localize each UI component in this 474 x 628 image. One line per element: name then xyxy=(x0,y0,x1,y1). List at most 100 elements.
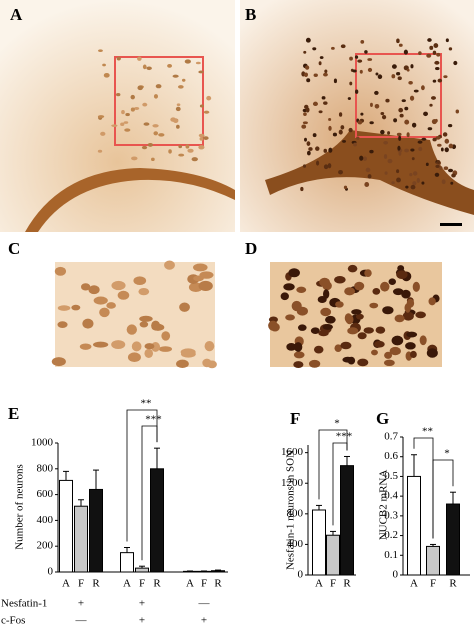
cell xyxy=(71,304,81,311)
cell xyxy=(147,142,154,147)
cell xyxy=(304,137,307,142)
cell xyxy=(133,276,147,286)
cell xyxy=(435,164,440,168)
cell xyxy=(418,51,422,56)
cell xyxy=(357,332,367,340)
cell xyxy=(338,112,343,117)
cell xyxy=(432,137,437,142)
cell xyxy=(111,280,126,291)
cell xyxy=(364,181,370,188)
cell xyxy=(315,146,320,151)
cell xyxy=(116,56,121,61)
cell xyxy=(432,79,437,83)
cell xyxy=(388,278,396,285)
cell xyxy=(442,132,448,137)
cell xyxy=(193,263,208,272)
cell xyxy=(427,38,432,42)
tissue-edge xyxy=(25,168,235,232)
cell xyxy=(344,287,356,296)
cell xyxy=(139,321,149,328)
y-tick-label: 0.3 xyxy=(384,509,398,521)
cell xyxy=(305,107,310,113)
panel-label: B xyxy=(245,5,256,24)
cell xyxy=(323,164,329,170)
bar xyxy=(340,465,354,576)
cell xyxy=(343,185,348,190)
cell xyxy=(127,352,141,363)
cell xyxy=(436,52,441,57)
y-tick-label: 0.1 xyxy=(384,549,398,561)
cell xyxy=(357,59,363,63)
cell xyxy=(293,351,305,359)
cell xyxy=(318,330,329,337)
cell xyxy=(168,149,172,154)
cell xyxy=(308,147,313,151)
cell xyxy=(93,296,108,305)
cell xyxy=(410,184,416,190)
cell xyxy=(437,78,443,83)
cell xyxy=(155,84,162,89)
bar xyxy=(150,468,164,573)
cell xyxy=(111,124,118,127)
x-tick-label: F xyxy=(430,578,436,590)
panel-label: C xyxy=(8,239,20,258)
cell xyxy=(323,148,328,153)
cell xyxy=(396,132,402,137)
bar xyxy=(446,503,460,576)
cell xyxy=(307,150,311,156)
cell xyxy=(338,170,343,175)
cell xyxy=(377,74,383,80)
cell xyxy=(203,136,209,140)
cell xyxy=(99,307,110,318)
cell xyxy=(328,147,333,153)
cell xyxy=(131,156,138,161)
cell xyxy=(351,309,362,315)
cell xyxy=(445,38,449,43)
cell xyxy=(374,90,379,95)
cell xyxy=(335,301,344,308)
cell xyxy=(398,150,402,156)
bar xyxy=(426,545,440,576)
cell xyxy=(443,166,449,170)
cell xyxy=(204,340,215,352)
cell xyxy=(396,38,400,44)
cell xyxy=(401,99,406,103)
row-label: c-Fos xyxy=(1,615,25,627)
cell xyxy=(398,43,403,47)
cell xyxy=(79,343,92,350)
bar xyxy=(89,488,103,573)
cell xyxy=(435,136,441,140)
cell xyxy=(402,311,414,321)
cell xyxy=(369,149,374,154)
cell xyxy=(120,122,125,126)
cell xyxy=(396,270,408,279)
y-tick-label: 0 xyxy=(298,569,304,581)
cell xyxy=(198,133,205,138)
cell xyxy=(451,173,456,178)
cell xyxy=(296,306,308,316)
cell xyxy=(302,121,308,125)
cell xyxy=(117,290,130,300)
cell xyxy=(417,140,423,144)
significance-bracket xyxy=(318,429,348,500)
cell xyxy=(153,94,159,99)
bar xyxy=(183,570,197,573)
cell xyxy=(137,56,142,61)
cell xyxy=(409,95,415,101)
cell xyxy=(333,78,338,84)
cell xyxy=(312,47,317,51)
cell xyxy=(325,315,336,324)
y-axis-title: Nesfatin-1 neurons in SON xyxy=(285,450,297,570)
cell xyxy=(142,64,147,70)
cell xyxy=(318,61,322,66)
cell xyxy=(387,158,393,164)
cell xyxy=(137,85,143,91)
cell xyxy=(348,127,353,133)
cell xyxy=(153,131,159,136)
cell xyxy=(403,49,408,55)
micrograph-a xyxy=(0,0,235,232)
y-tick-label: 400 xyxy=(37,514,54,526)
x-tick-label: A xyxy=(123,578,131,590)
y-tick-label: 0 xyxy=(48,566,54,578)
panel-label: A xyxy=(10,5,23,24)
